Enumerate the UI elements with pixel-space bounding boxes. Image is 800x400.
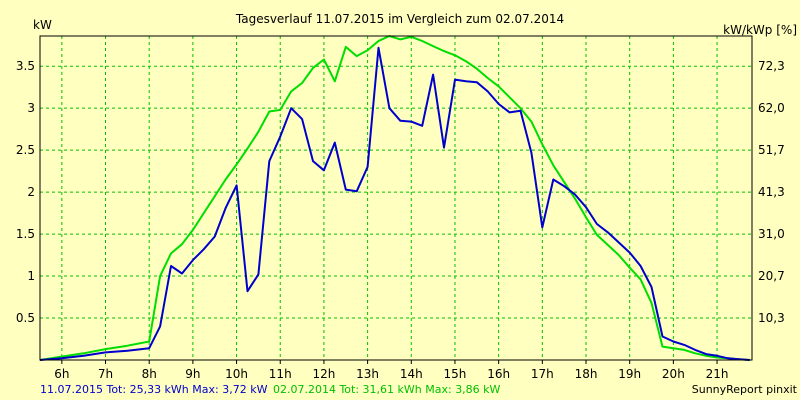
plot-frame [39,35,753,361]
x-tick-label: 14h [400,367,423,381]
series-group [39,35,750,361]
x-tick-label: 6h [54,367,69,381]
y-tick-label-left: 2 [27,185,35,199]
right-axis-unit: kW/kWp [%] [723,23,797,37]
y-tick-label-left: 0.5 [16,311,35,325]
series-line-1 [39,46,750,361]
y-tick-label-right: 10,3 [758,311,785,325]
y-tick-label-left: 3.5 [16,59,35,73]
x-tick-label: 21h [706,367,729,381]
series-line-2 [39,35,750,361]
y-tick-label-right: 20,7 [758,269,785,283]
y-tick-label-left: 2.5 [16,143,35,157]
x-tick-label: 17h [531,367,554,381]
x-tick-label: 15h [444,367,467,381]
x-tick-label: 8h [142,367,157,381]
y-tick-label-right: 31,0 [758,227,785,241]
y-tick-label-right: 41,3 [758,185,785,199]
legend-series-1: 11.07.2015 Tot: 25,33 kWh Max: 3,72 kW 0… [40,383,501,396]
y-tick-label-right: 51,7 [758,143,785,157]
y-tick-label-left: 1 [27,269,35,283]
x-tick-label: 7h [98,367,113,381]
legend-series-2-text: 02.07.2014 Tot: 31,61 kWh Max: 3,86 kW [273,383,501,396]
x-tick-label: 10h [225,367,248,381]
x-tick-label: 9h [185,367,200,381]
x-tick-label: 11h [269,367,292,381]
chart-title: Tagesverlauf 11.07.2015 im Vergleich zum… [235,12,564,26]
x-tick-label: 20h [662,367,685,381]
x-tick-label: 16h [487,367,510,381]
x-tick-label: 12h [312,367,335,381]
y-tick-label-right: 72,3 [758,59,785,73]
x-tick-label: 13h [356,367,379,381]
left-axis-unit: kW [33,18,52,32]
y-tick-label-right: 62,0 [758,101,785,115]
credit-text: SunnyReport pinxit [692,383,798,396]
legend-series-1-text: 11.07.2015 Tot: 25,33 kWh Max: 3,72 kW [40,383,268,396]
tick-labels: 6h 7h 8h 9h 10h 11h 12h 13h 14h 15h 16h 17h 18h 19h 20… [16,59,785,381]
grid [40,36,752,360]
y-tick-label-left: 3 [27,101,35,115]
y-tick-label-left: 1.5 [16,227,35,241]
x-tick-label: 19h [618,367,641,381]
x-tick-label: 18h [575,367,598,381]
